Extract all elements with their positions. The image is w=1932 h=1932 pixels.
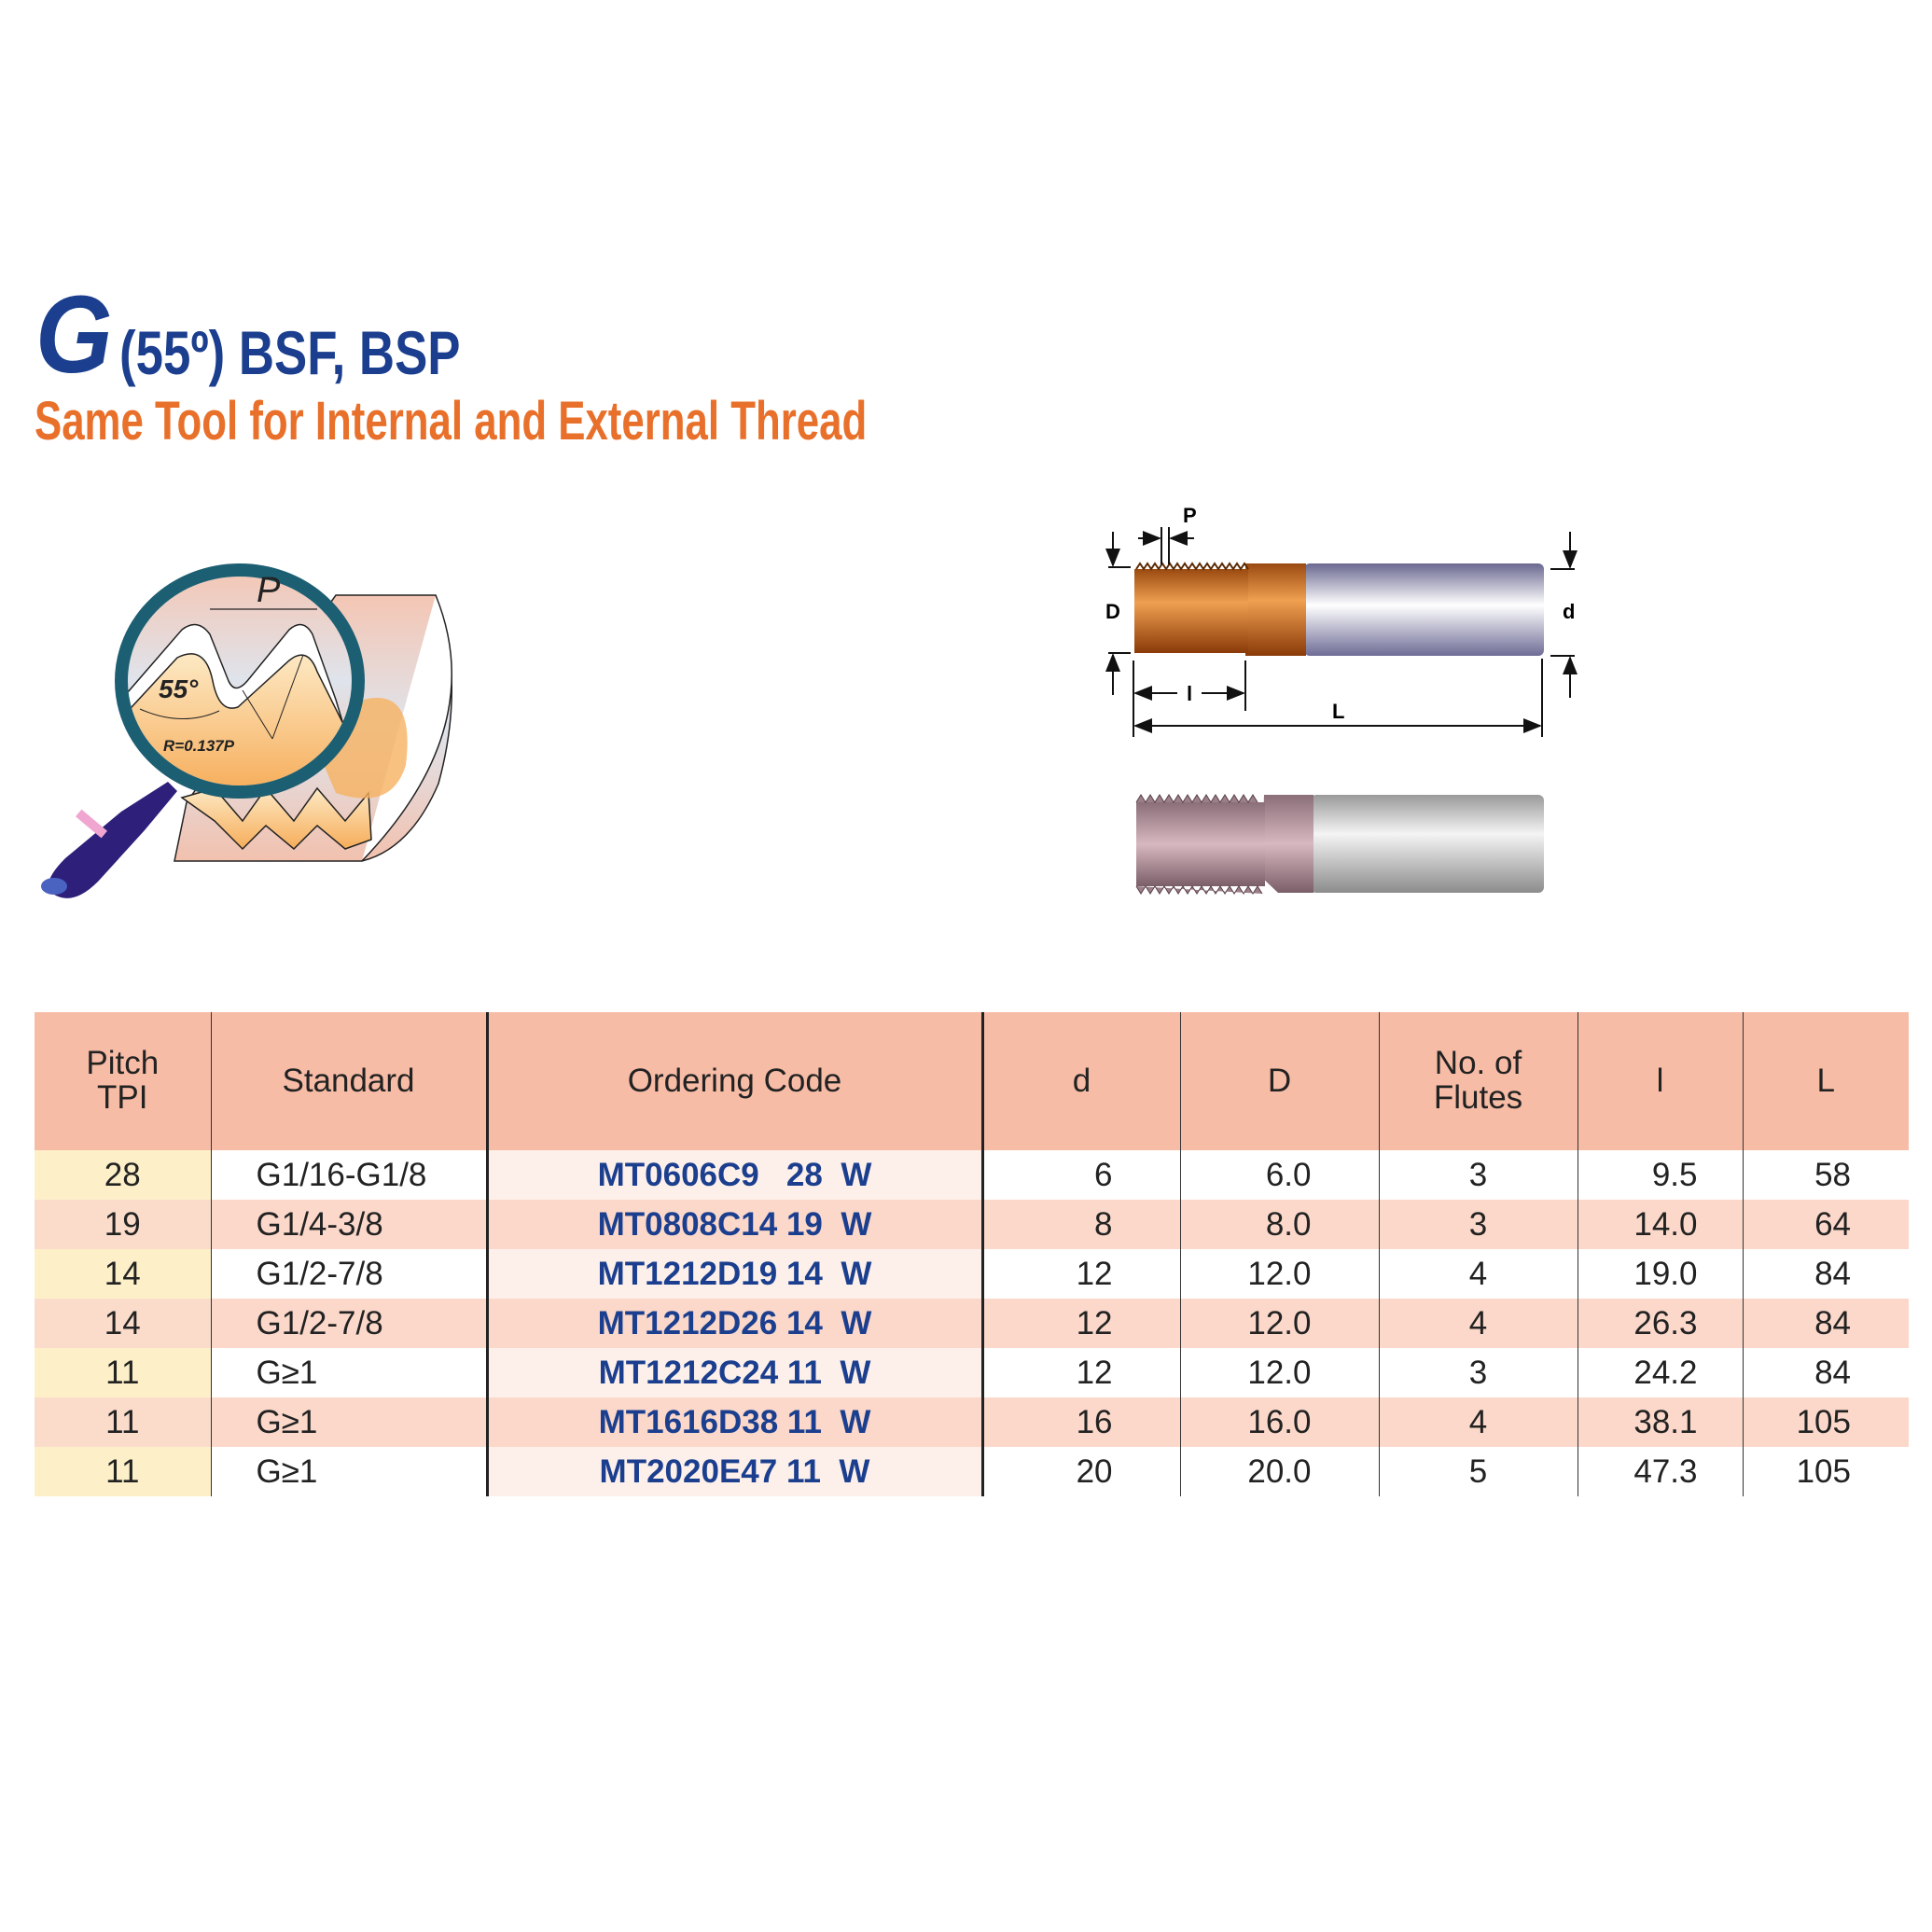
- product-table: Pitch TPI Standard Ordering Code d D No. …: [35, 1012, 1909, 1496]
- cell-standard: G≥1: [210, 1348, 487, 1397]
- cell-d: 20: [980, 1447, 1180, 1496]
- cell-d: 12: [980, 1299, 1180, 1348]
- table-row: 11 G≥1 MT2020E47 11 W 20 20.0 5 47.3 105: [35, 1447, 1909, 1496]
- dim-label-l: l: [1187, 682, 1192, 705]
- cell-code: MT1212D26 14 W: [485, 1299, 982, 1348]
- title-letter: G: [35, 273, 113, 396]
- cell-D: 12.0: [1179, 1249, 1379, 1299]
- col-header-standard: Standard: [210, 1012, 487, 1150]
- cell-d: 12: [980, 1249, 1180, 1299]
- cell-d: 12: [980, 1348, 1180, 1397]
- tool-photo: [1135, 794, 1544, 895]
- thread-teeth: [180, 786, 372, 851]
- magnifier-handle: [49, 782, 177, 898]
- cell-code: MT1212D19 14 W: [485, 1249, 982, 1299]
- cell-flutes: 4: [1378, 1299, 1578, 1348]
- radius-label: R=0.137P: [163, 737, 235, 755]
- cell-L: 84: [1742, 1348, 1909, 1397]
- thread-profile-illustration: P 55° R=0.137P: [41, 563, 453, 898]
- col-header-L: L: [1742, 1012, 1909, 1150]
- cell-code: MT0808C14 19 W: [485, 1200, 982, 1249]
- cell-L: 105: [1742, 1447, 1909, 1496]
- table-row: 11 G≥1 MT1212C24 11 W 12 12.0 3 24.2 84: [35, 1348, 1909, 1397]
- cell-d: 8: [980, 1200, 1180, 1249]
- cell-standard: G1/2-7/8: [210, 1249, 487, 1299]
- page-subtitle: Same Tool for Internal and External Thre…: [35, 391, 868, 452]
- tool-shank: [1304, 563, 1544, 656]
- cell-D: 8.0: [1179, 1200, 1379, 1249]
- tool-neck: [1245, 563, 1306, 656]
- magnifier-lens-rim: [115, 563, 365, 799]
- cell-flutes: 3: [1378, 1150, 1578, 1200]
- table-row: 28 G1/16-G1/8 MT0606C9 28 W 6 6.0 3 9.5 58: [35, 1150, 1909, 1200]
- cell-l: 19.0: [1577, 1249, 1743, 1299]
- cell-pitch: 14: [35, 1249, 211, 1299]
- cell-code: MT1212C24 11 W: [485, 1348, 982, 1397]
- cell-pitch: 19: [35, 1200, 211, 1249]
- cell-pitch: 11: [35, 1397, 211, 1447]
- cell-flutes: 3: [1378, 1348, 1578, 1397]
- cell-flutes: 4: [1378, 1397, 1578, 1447]
- col-header-d: d: [980, 1012, 1180, 1150]
- cell-standard: G1/4-3/8: [210, 1200, 487, 1249]
- cell-L: 105: [1742, 1397, 1909, 1447]
- cell-d: 6: [980, 1150, 1180, 1200]
- col-header-D: D: [1179, 1012, 1379, 1150]
- angle-label: 55°: [159, 674, 199, 703]
- col-header-flutes: No. of Flutes: [1378, 1012, 1578, 1150]
- cell-code: MT1616D38 11 W: [485, 1397, 982, 1447]
- col-header-l: l: [1577, 1012, 1743, 1150]
- cell-D: 6.0: [1179, 1150, 1379, 1200]
- cell-code: MT0606C9 28 W: [485, 1150, 982, 1200]
- cell-code: MT2020E47 11 W: [485, 1447, 982, 1496]
- tool-threaded-head: [1134, 569, 1248, 653]
- cell-l: 9.5: [1577, 1150, 1743, 1200]
- table-row: 14 G1/2-7/8 MT1212D19 14 W 12 12.0 4 19.0 84: [35, 1249, 1909, 1299]
- cell-l: 38.1: [1577, 1397, 1743, 1447]
- table-row: 11 G≥1 MT1616D38 11 W 16 16.0 4 38.1 105: [35, 1397, 1909, 1447]
- page-title: (55º) BSF, BSP: [119, 318, 461, 387]
- cell-standard: G1/16-G1/8: [210, 1150, 487, 1200]
- cell-L: 64: [1742, 1200, 1909, 1249]
- dim-label-P: P: [1183, 504, 1197, 527]
- col-header-ordering-code: Ordering Code: [485, 1012, 982, 1150]
- cell-l: 24.2: [1577, 1348, 1743, 1397]
- cell-pitch: 11: [35, 1447, 211, 1496]
- cell-l: 26.3: [1577, 1299, 1743, 1348]
- cell-standard: G1/2-7/8: [210, 1299, 487, 1348]
- cell-pitch: 28: [35, 1150, 211, 1200]
- col-header-pitch: Pitch TPI: [35, 1012, 211, 1150]
- dim-label-d: d: [1563, 600, 1575, 623]
- tool-dimension-drawing: P D d l L: [1105, 504, 1578, 895]
- cell-standard: G≥1: [210, 1397, 487, 1447]
- table-row: 14 G1/2-7/8 MT1212D26 14 W 12 12.0 4 26.3 84: [35, 1299, 1909, 1348]
- pitch-label: P: [257, 571, 281, 610]
- cell-D: 16.0: [1179, 1397, 1379, 1447]
- dim-label-D: D: [1105, 600, 1120, 623]
- cell-D: 20.0: [1179, 1447, 1379, 1496]
- cell-L: 58: [1742, 1150, 1909, 1200]
- table-header-row: Pitch TPI Standard Ordering Code d D No. …: [35, 1012, 1909, 1150]
- table-row: 19 G1/4-3/8 MT0808C14 19 W 8 8.0 3 14.0 64: [35, 1200, 1909, 1249]
- cell-l: 47.3: [1577, 1447, 1743, 1496]
- cell-standard: G≥1: [210, 1447, 487, 1496]
- cell-flutes: 5: [1378, 1447, 1578, 1496]
- cell-d: 16: [980, 1397, 1180, 1447]
- cell-pitch: 11: [35, 1348, 211, 1397]
- cell-flutes: 4: [1378, 1249, 1578, 1299]
- cell-pitch: 14: [35, 1299, 211, 1348]
- cell-flutes: 3: [1378, 1200, 1578, 1249]
- cell-D: 12.0: [1179, 1299, 1379, 1348]
- cell-L: 84: [1742, 1299, 1909, 1348]
- dim-label-L: L: [1332, 700, 1344, 723]
- cell-D: 12.0: [1179, 1348, 1379, 1397]
- cell-l: 14.0: [1577, 1200, 1743, 1249]
- cell-L: 84: [1742, 1249, 1909, 1299]
